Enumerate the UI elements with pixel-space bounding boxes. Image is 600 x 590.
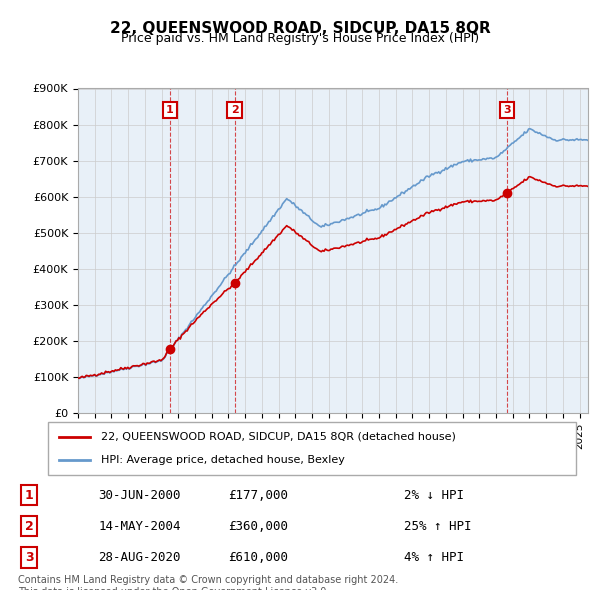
- Text: 2: 2: [25, 520, 34, 533]
- Text: 14-MAY-2004: 14-MAY-2004: [98, 520, 181, 533]
- Text: Contains HM Land Registry data © Crown copyright and database right 2024.
This d: Contains HM Land Registry data © Crown c…: [18, 575, 398, 590]
- Text: £610,000: £610,000: [229, 550, 289, 564]
- Text: £177,000: £177,000: [229, 489, 289, 502]
- Text: HPI: Average price, detached house, Bexley: HPI: Average price, detached house, Bexl…: [101, 455, 344, 465]
- Text: 22, QUEENSWOOD ROAD, SIDCUP, DA15 8QR: 22, QUEENSWOOD ROAD, SIDCUP, DA15 8QR: [110, 21, 490, 35]
- Text: 1: 1: [166, 105, 174, 115]
- Text: 25% ↑ HPI: 25% ↑ HPI: [404, 520, 471, 533]
- Text: 2% ↓ HPI: 2% ↓ HPI: [404, 489, 464, 502]
- Text: 3: 3: [503, 105, 511, 115]
- Text: Price paid vs. HM Land Registry's House Price Index (HPI): Price paid vs. HM Land Registry's House …: [121, 32, 479, 45]
- Text: 30-JUN-2000: 30-JUN-2000: [98, 489, 181, 502]
- Text: 28-AUG-2020: 28-AUG-2020: [98, 550, 181, 564]
- Text: 4% ↑ HPI: 4% ↑ HPI: [404, 550, 464, 564]
- Text: 22, QUEENSWOOD ROAD, SIDCUP, DA15 8QR (detached house): 22, QUEENSWOOD ROAD, SIDCUP, DA15 8QR (d…: [101, 432, 455, 442]
- Text: 2: 2: [231, 105, 239, 115]
- Text: 1: 1: [25, 489, 34, 502]
- FancyBboxPatch shape: [48, 422, 576, 475]
- Text: 3: 3: [25, 550, 34, 564]
- Text: £360,000: £360,000: [229, 520, 289, 533]
